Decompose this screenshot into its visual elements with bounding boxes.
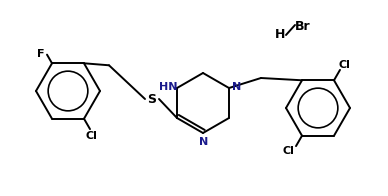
Text: H: H	[275, 27, 285, 41]
Text: N: N	[199, 137, 209, 147]
Text: F: F	[37, 49, 45, 59]
Text: Cl: Cl	[338, 60, 350, 70]
Text: HN: HN	[159, 82, 177, 92]
Text: Cl: Cl	[282, 146, 294, 156]
Text: N: N	[232, 82, 242, 92]
Text: Cl: Cl	[85, 131, 97, 141]
Text: Br: Br	[295, 19, 311, 33]
Text: S: S	[147, 93, 156, 105]
